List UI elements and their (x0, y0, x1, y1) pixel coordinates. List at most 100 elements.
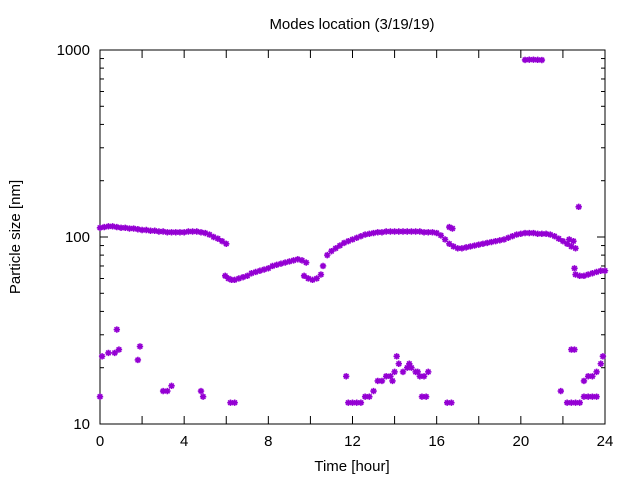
data-point (580, 272, 588, 280)
data-point (134, 356, 142, 364)
data-point (408, 364, 415, 371)
data-point (389, 377, 396, 385)
data-point (492, 237, 499, 245)
data-point (313, 275, 320, 282)
data-point (303, 259, 310, 266)
data-point (105, 223, 112, 230)
data-point (309, 276, 316, 284)
data-point (576, 399, 583, 406)
data-point (570, 237, 577, 245)
data-point (395, 228, 402, 235)
data-point (387, 373, 394, 380)
data-point (147, 227, 154, 234)
data-point (589, 373, 596, 380)
data-point (115, 346, 123, 353)
x-tick-label: 24 (597, 433, 614, 450)
data-point (530, 229, 537, 237)
data-point (538, 56, 546, 64)
data-point (109, 223, 116, 230)
data-point (345, 237, 352, 245)
data-point (353, 234, 360, 242)
data-point (357, 232, 365, 240)
data-point (597, 360, 604, 367)
x-tick-label: 8 (264, 433, 272, 450)
data-point (374, 229, 381, 236)
data-point (576, 272, 583, 280)
data-point (199, 393, 207, 400)
x-tick-label: 16 (428, 433, 445, 450)
data-point (256, 267, 264, 274)
data-point (113, 326, 121, 333)
data-point (488, 238, 495, 246)
data-point (391, 228, 398, 235)
data-point (98, 353, 106, 360)
data-point (143, 226, 150, 234)
data-point (202, 229, 209, 237)
data-point (136, 343, 144, 350)
data-point (584, 271, 592, 278)
data-point (231, 276, 238, 284)
data-point (437, 232, 445, 239)
data-point (269, 262, 276, 270)
data-point (138, 226, 146, 234)
data-point (210, 233, 217, 241)
data-point (559, 237, 567, 245)
data-point (584, 373, 592, 380)
data-point (281, 259, 289, 266)
data-point (530, 56, 537, 63)
data-point (101, 223, 108, 231)
data-point (433, 229, 440, 237)
data-point (324, 251, 331, 259)
data-point (382, 228, 390, 235)
chart-title: Modes location (3/19/19) (269, 16, 434, 33)
data-point (113, 223, 121, 231)
data-point (319, 262, 327, 270)
data-point (294, 256, 301, 263)
data-point (361, 231, 369, 238)
data-point (130, 225, 137, 232)
data-point (422, 393, 430, 400)
data-point (223, 240, 230, 247)
data-point (534, 230, 541, 238)
axis-ticks: 0 4 8 12 16 20 24 10 100 1000 (57, 42, 614, 450)
data-point (593, 368, 600, 376)
data-point (353, 399, 360, 406)
x-tick-label: 0 (96, 433, 104, 450)
data-point (298, 257, 306, 264)
data-point (265, 265, 272, 272)
data-point (420, 373, 428, 380)
data-point (122, 224, 129, 231)
data-point (252, 268, 259, 276)
data-point (547, 231, 554, 238)
data-point (96, 393, 104, 400)
data-point (404, 364, 411, 371)
data-point (164, 229, 171, 236)
data-point (551, 232, 558, 240)
data-point (168, 382, 175, 390)
data-point (374, 377, 381, 385)
data-point (580, 377, 588, 385)
data-point (513, 231, 520, 238)
data-point (105, 349, 112, 357)
data-point (197, 387, 205, 395)
data-point (235, 275, 243, 282)
y-tick-label: 100 (65, 229, 90, 246)
data-point (96, 224, 104, 231)
data-point (572, 271, 579, 278)
data-point (406, 360, 413, 367)
data-point (526, 56, 533, 63)
data-point (571, 346, 578, 353)
data-point (572, 399, 579, 406)
data-point (599, 353, 607, 360)
data-point (446, 223, 453, 231)
data-point (393, 353, 400, 360)
data-point (218, 237, 226, 245)
data-point (475, 241, 482, 248)
data-point (420, 229, 428, 236)
data-point (197, 229, 205, 236)
data-point (448, 399, 455, 406)
data-point (168, 229, 175, 236)
data-point (134, 226, 142, 233)
data-point (425, 229, 432, 236)
